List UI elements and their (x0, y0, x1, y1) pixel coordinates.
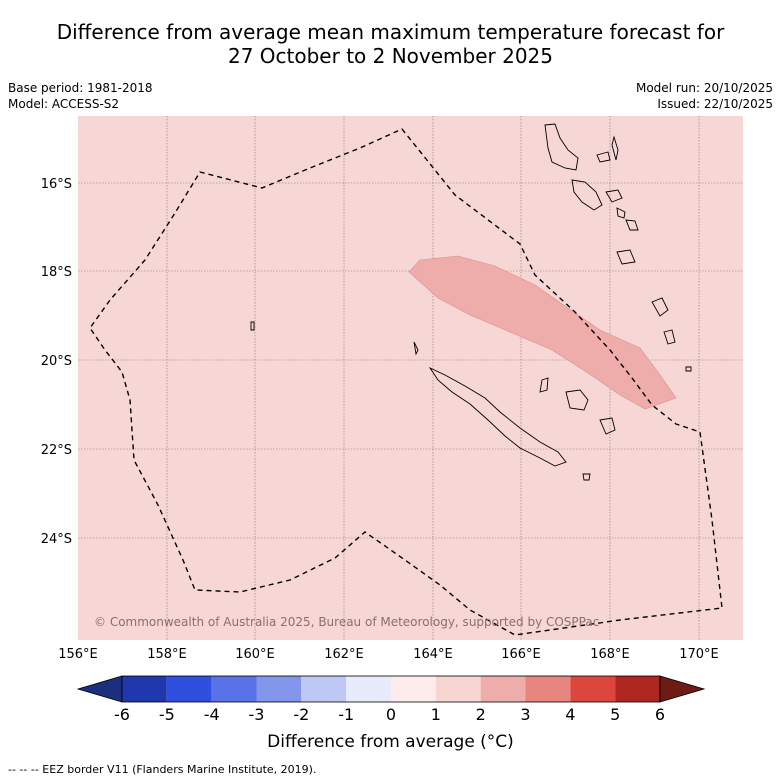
lat-label: 22°S (41, 443, 72, 458)
colorbar-tick-label: 1 (431, 705, 441, 724)
copyright-notice: © Commonwealth of Australia 2025, Bureau… (94, 615, 599, 629)
lon-label: 156°E (58, 647, 98, 662)
new-caledonia-coast (428, 366, 567, 467)
ouvea-coast (539, 377, 549, 393)
colorbar-tick-label: -2 (293, 705, 309, 724)
map-title: Difference from average mean maximum tem… (0, 20, 781, 68)
lon-labels: 156°E 158°E 160°E 162°E 164°E 166°E 168°… (58, 647, 719, 662)
colorbar-segment (211, 676, 257, 702)
colorbar-tick-label: 2 (476, 705, 486, 724)
colorbar-segment (256, 676, 302, 702)
colorbar-tick-label: 6 (655, 705, 665, 724)
colorbar-segment (435, 676, 481, 702)
lon-label: 164°E (413, 647, 453, 662)
eez-footnote: -- -- -- EEZ border V11 (Flanders Marine… (8, 763, 317, 776)
tanna-coast (651, 297, 669, 317)
warm-anomaly-region (408, 255, 677, 410)
title-line-2: 27 October to 2 November 2025 (227, 44, 554, 68)
colorbar-segment (391, 676, 436, 702)
colorbar-segment (301, 676, 347, 702)
colorbar-segment (480, 676, 526, 702)
colorbar-segment (615, 676, 660, 702)
colorbar-tick-label: 0 (386, 705, 396, 724)
colorbar (76, 675, 706, 703)
colorbar-segment (525, 676, 571, 702)
belep-islands-coast (413, 341, 419, 356)
lifou-coast (565, 389, 589, 411)
colorbar-tick-label: 5 (610, 705, 620, 724)
colorbar-tick-label: 3 (520, 705, 530, 724)
chesterfield-islands-coast (250, 321, 255, 331)
base-period: Base period: 1981-2018 (8, 81, 153, 95)
isle-of-pines-coast (582, 473, 591, 481)
lon-label: 170°E (679, 647, 719, 662)
erromango-coast (616, 249, 636, 265)
meta-left: Base period: 1981-2018 Model: ACCESS-S2 (8, 80, 153, 112)
colorbar-tick-label: -4 (204, 705, 220, 724)
efate-coast (625, 219, 639, 231)
colorbar-outline (121, 675, 661, 703)
colorbar-tick-label: 4 (565, 705, 575, 724)
colorbar-extend-low (76, 675, 123, 703)
malekula-coast (571, 179, 603, 211)
colorbar-tick-label: -5 (159, 705, 175, 724)
colorbar-tick-label: -1 (338, 705, 354, 724)
issued-date: Issued: 22/10/2025 (657, 97, 773, 111)
aneityum-coast (663, 329, 676, 345)
colorbar-ticks: -6 -5 -4 -3 -2 -1 0 1 2 3 4 5 6 (114, 705, 665, 724)
model-name: Model: ACCESS-S2 (8, 97, 120, 111)
colorbar-segment (122, 676, 167, 702)
title-line-1: Difference from average mean maximum tem… (56, 20, 725, 44)
lon-label: 158°E (147, 647, 187, 662)
model-run: Model run: 20/10/2025 (635, 81, 773, 95)
lon-label: 166°E (501, 647, 541, 662)
lat-label: 18°S (41, 265, 72, 280)
lat-label: 20°S (41, 354, 72, 369)
colorbar-extend-high (659, 675, 706, 703)
colorbar-segment (346, 676, 391, 702)
lon-label: 162°E (324, 647, 364, 662)
colorbar-segment (166, 676, 212, 702)
ambrym-coast (605, 189, 623, 203)
meta-right: Model run: 20/10/2025 Issued: 22/10/2025 (636, 80, 773, 112)
espiritu-santo-coast (544, 123, 579, 171)
colorbar-tick-label: -3 (249, 705, 265, 724)
pentecost-coast (596, 151, 611, 163)
lon-label: 168°E (590, 647, 630, 662)
lat-label: 16°S (41, 177, 72, 192)
lon-label: 160°E (235, 647, 275, 662)
epi-coast (616, 207, 626, 219)
coastlines (250, 123, 692, 481)
colorbar-title: Difference from average (°C) (267, 732, 514, 752)
lat-label: 24°S (41, 532, 72, 547)
eez-border (89, 128, 723, 636)
mare-coast (599, 417, 616, 435)
lat-labels: 16°S 18°S 20°S 22°S 24°S (41, 177, 72, 547)
maewo-coast (611, 135, 619, 161)
hunter-island-coast (685, 366, 692, 372)
colorbar-tick-label: -6 (114, 705, 130, 724)
colorbar-segment (570, 676, 616, 702)
